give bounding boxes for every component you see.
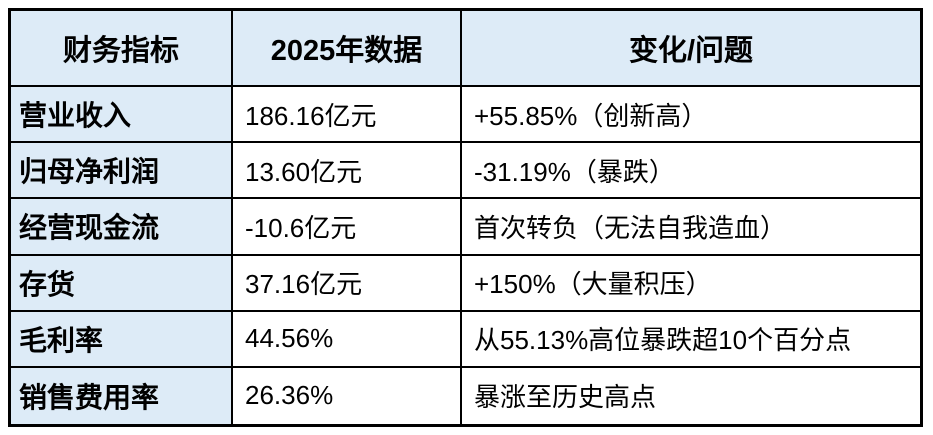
header-cell-indicator: 财务指标 <box>11 11 233 87</box>
change-text: +150%（大量积压） <box>474 269 712 300</box>
indicator-label: 经营现金流 <box>19 212 160 244</box>
value-cell: -10.6亿元 <box>233 199 462 256</box>
header-label: 财务指标 <box>62 35 179 67</box>
header-label: 变化/问题 <box>628 35 754 67</box>
row-label-cell: 销售费用率 <box>11 367 233 424</box>
value-text: 44.56% <box>245 323 334 354</box>
indicator-label: 存货 <box>19 268 76 300</box>
header-cell-change-issue: 变化/问题 <box>462 11 920 87</box>
change-cell: +55.85%（创新高） <box>462 87 920 144</box>
indicator-label: 营业收入 <box>19 100 132 132</box>
value-cell: 44.56% <box>233 311 462 368</box>
value-text: 186.16亿元 <box>245 100 377 131</box>
row-label-cell: 归母净利润 <box>11 143 233 200</box>
change-text: 暴涨至历史高点 <box>474 382 657 413</box>
value-cell: 26.36% <box>233 367 462 424</box>
indicator-label: 毛利率 <box>19 324 104 356</box>
header-cell-2025-data: 2025年数据 <box>233 11 462 87</box>
change-cell: 首次转负（无法自我造血） <box>462 199 920 256</box>
value-cell: 13.60亿元 <box>233 143 462 200</box>
change-cell: -31.19%（暴跌） <box>462 143 920 200</box>
table-grid: 财务指标 2025年数据 变化/问题 营业收入 186.16亿元 +55.85%… <box>11 11 920 424</box>
row-label-cell: 毛利率 <box>11 311 233 368</box>
change-cell: 暴涨至历史高点 <box>462 367 920 424</box>
value-text: 26.36% <box>245 380 334 411</box>
header-label: 2025年数据 <box>270 35 423 67</box>
value-text: 13.60亿元 <box>245 156 363 187</box>
change-cell: 从55.13%高位暴跌超10个百分点 <box>462 311 920 368</box>
row-label-cell: 存货 <box>11 255 233 312</box>
row-label-cell: 经营现金流 <box>11 199 233 256</box>
value-cell: 186.16亿元 <box>233 87 462 144</box>
change-text: -31.19%（暴跌） <box>474 156 675 187</box>
value-text: -10.6亿元 <box>245 212 357 243</box>
change-text: 首次转负（无法自我造血） <box>474 212 787 243</box>
row-label-cell: 营业收入 <box>11 87 233 144</box>
change-text: +55.85%（创新高） <box>474 100 708 131</box>
financial-indicators-table: 财务指标 2025年数据 变化/问题 营业收入 186.16亿元 +55.85%… <box>8 8 923 427</box>
change-cell: +150%（大量积压） <box>462 255 920 312</box>
indicator-label: 归母净利润 <box>19 156 160 188</box>
indicator-label: 销售费用率 <box>19 381 160 413</box>
value-cell: 37.16亿元 <box>233 255 462 312</box>
change-text: 从55.13%高位暴跌超10个百分点 <box>474 325 852 356</box>
value-text: 37.16亿元 <box>245 269 363 300</box>
